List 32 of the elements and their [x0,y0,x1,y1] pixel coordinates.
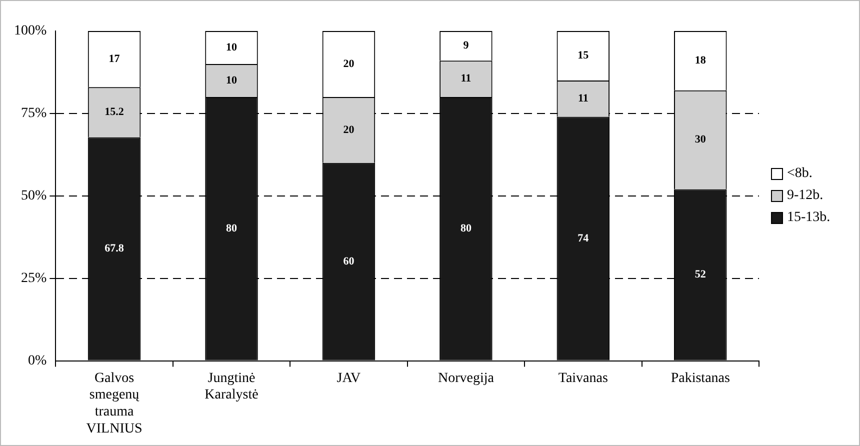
x-tick-label: JAV [336,370,361,386]
x-tick-label: Galvos smegenų trauma VILNIUS [86,370,142,436]
data-label: 20 [343,124,355,136]
data-label: 52 [694,268,706,281]
y-tick-label: 100% [14,24,47,39]
data-label: 15.2 [104,106,124,118]
data-label: 15 [578,50,590,62]
data-label: 17 [108,52,120,65]
x-tick-label: Norvegija [438,370,495,386]
data-label: 60 [343,255,355,268]
data-label: 80 [226,222,238,234]
y-tick-label: 25% [20,271,47,286]
y-tick-label: 0% [28,353,47,368]
data-label: 74 [578,232,590,244]
data-label: 18 [694,54,706,67]
text: <8b. [787,164,812,183]
y-tick-label: 50% [20,188,47,204]
data-label: 11 [460,72,472,85]
data-label: 20 [343,58,355,70]
y-tick-label: 75% [20,106,47,122]
data-label: 10 [226,74,238,86]
data-label: 67.8 [104,242,124,255]
legend-label: 15-13b. [787,208,830,227]
x-tick-label: Pakistanas [670,370,730,386]
data-label: 10 [226,41,238,54]
legend-label: 9-12b. [787,186,824,205]
data-label: 80 [460,222,472,234]
x-tick-label: Taivanas [558,370,608,386]
x-tick-label: Jungtinė Karalystė [204,370,258,403]
data-label: 11 [578,92,588,104]
data-label: 9 [463,40,470,52]
data-label: 30 [694,134,706,146]
